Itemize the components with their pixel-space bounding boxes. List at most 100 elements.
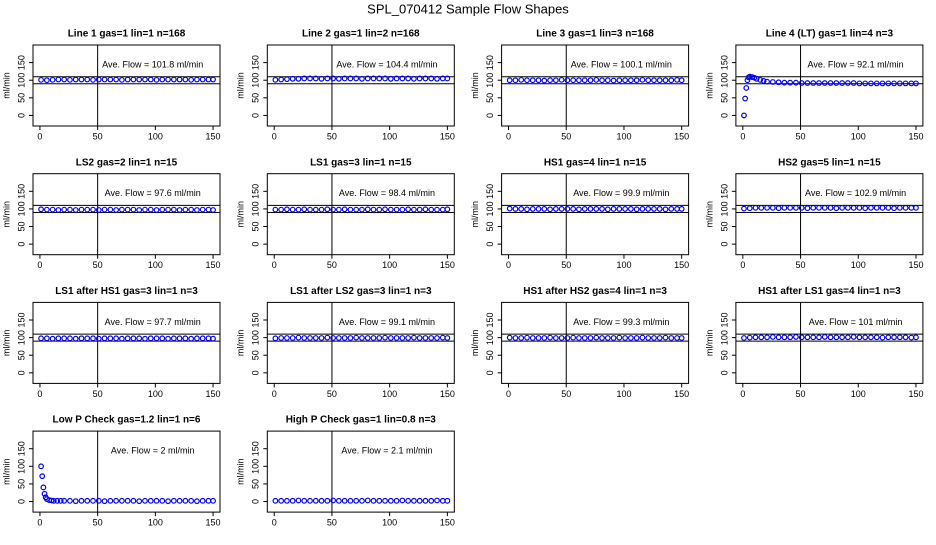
data-point xyxy=(272,497,279,504)
data-point xyxy=(896,80,903,87)
data-point xyxy=(205,76,212,83)
x-tick-label: 100 xyxy=(382,131,397,141)
data-point xyxy=(301,497,308,504)
data-point xyxy=(599,77,605,84)
data-point xyxy=(439,497,446,504)
data-point xyxy=(552,77,559,84)
data-point xyxy=(272,76,279,83)
data-point xyxy=(84,497,91,504)
panel-title: LS1 gas=3 lin=1 n=15 xyxy=(310,157,412,168)
data-point xyxy=(210,76,216,83)
data-point xyxy=(57,497,64,504)
y-tick-label: 50 xyxy=(719,222,729,232)
data-point xyxy=(428,206,435,213)
data-point xyxy=(908,204,915,211)
y-tick-label: 150 xyxy=(719,312,729,327)
data-point xyxy=(444,206,451,213)
y-tick-label: 50 xyxy=(16,93,26,103)
data-point xyxy=(301,206,308,213)
annotation: Ave. Flow = 97.7 ml/min xyxy=(105,317,201,327)
data-point xyxy=(810,80,817,86)
data-point xyxy=(656,335,663,341)
data-point xyxy=(827,334,834,341)
x-tick-label: 100 xyxy=(851,260,866,270)
data-point xyxy=(541,335,548,341)
data-point xyxy=(616,206,623,212)
y-tick-label: 0 xyxy=(485,242,495,247)
data-point xyxy=(95,76,102,83)
data-point xyxy=(107,335,114,342)
plot-box xyxy=(266,173,455,256)
x-tick-label: 0 xyxy=(740,131,745,141)
data-point xyxy=(284,497,290,504)
data-point xyxy=(587,206,594,212)
plot-box xyxy=(735,44,924,127)
data-point xyxy=(43,335,50,342)
data-point xyxy=(627,206,634,212)
data-point xyxy=(118,76,125,83)
y-tick-label: 100 xyxy=(251,201,261,216)
data-point xyxy=(885,204,892,211)
data-point xyxy=(335,75,342,82)
plot-box xyxy=(32,301,221,384)
data-point xyxy=(284,335,290,341)
data-point xyxy=(506,334,513,341)
y-tick-label: 50 xyxy=(719,350,729,360)
y-tick-label: 0 xyxy=(719,242,729,247)
plot-box xyxy=(266,44,455,127)
data-point xyxy=(868,80,874,87)
y-axis-label: ml/min xyxy=(1,458,11,485)
data-point xyxy=(651,335,657,341)
data-point xyxy=(176,76,183,83)
y-tick-label: 100 xyxy=(16,201,26,216)
data-point xyxy=(118,497,125,504)
data-point xyxy=(370,497,377,504)
panel: HS1 gas=4 lin=1 n=15 0 50 100 150 0 50 100 150 ml… xyxy=(470,157,689,270)
data-point xyxy=(182,206,189,213)
data-point xyxy=(272,206,279,213)
data-point xyxy=(387,335,394,341)
y-tick-label: 0 xyxy=(251,370,261,375)
x-tick-label: 150 xyxy=(908,260,923,270)
data-point xyxy=(610,206,617,212)
data-point xyxy=(581,206,588,212)
data-point xyxy=(48,497,55,504)
data-point xyxy=(518,76,525,83)
x-tick-label: 0 xyxy=(37,389,42,399)
data-point xyxy=(118,335,125,342)
data-point xyxy=(393,497,400,504)
panel: Line 3 gas=1 lin=3 n=168 0 50 100 150 0 50 100 1… xyxy=(470,29,689,142)
panel: LS1 after HS1 gas=3 lin=1 n=3 0 50 100 150 0 5… xyxy=(1,286,220,399)
data-point xyxy=(798,204,805,211)
data-point xyxy=(570,77,577,84)
data-point xyxy=(518,206,525,212)
data-point xyxy=(873,204,880,211)
data-point xyxy=(188,206,195,213)
x-tick-label: 150 xyxy=(206,131,221,141)
x-tick-label: 100 xyxy=(148,131,163,141)
y-tick-label: 150 xyxy=(16,441,26,456)
annotation: Ave. Flow = 97.6 ml/min xyxy=(105,188,201,198)
x-tick-label: 0 xyxy=(740,389,745,399)
data-point xyxy=(564,77,571,84)
data-point xyxy=(307,206,313,213)
data-point xyxy=(194,335,200,342)
panel: Line 1 gas=1 lin=1 n=168 0 50 100 150 0 50 100 1… xyxy=(1,29,220,142)
data-point xyxy=(587,77,594,84)
x-tick-label: 100 xyxy=(148,389,163,399)
data-point xyxy=(312,75,319,82)
data-point xyxy=(760,78,767,84)
plot-box xyxy=(735,301,924,384)
data-point xyxy=(130,497,137,504)
y-tick-label: 0 xyxy=(251,242,261,247)
y-axis-label: ml/min xyxy=(236,330,246,357)
y-tick-label: 100 xyxy=(485,201,495,216)
data-point xyxy=(330,335,336,341)
x-tick-label: 0 xyxy=(37,131,42,141)
data-point xyxy=(194,207,200,213)
data-point xyxy=(804,205,811,212)
y-tick-label: 150 xyxy=(719,184,729,199)
y-axis-label: ml/min xyxy=(470,72,480,99)
data-point xyxy=(199,76,206,83)
data-point xyxy=(72,335,79,342)
